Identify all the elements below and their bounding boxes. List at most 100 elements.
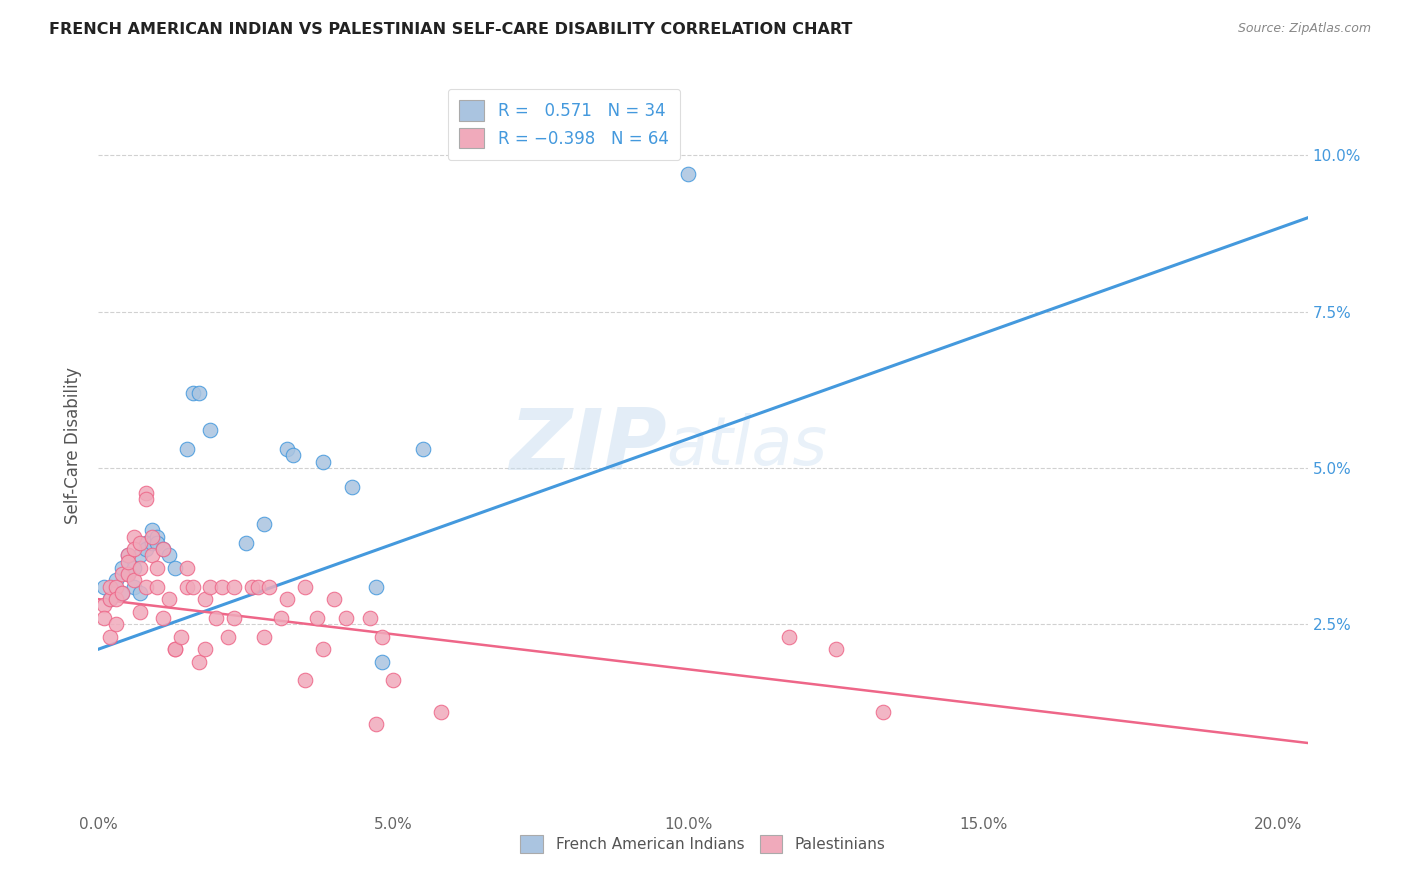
Point [128,605,150,619]
Point [93,580,115,594]
Point [141,549,163,563]
Point [259,580,281,594]
Point [412,442,434,457]
Point [311,642,333,657]
Point [111,586,134,600]
Point [93,599,115,613]
Point [105,580,128,594]
Point [135,486,157,500]
Point [176,580,198,594]
Point [117,549,139,563]
Point [872,705,894,719]
Point [152,611,174,625]
Point [122,574,145,588]
Point [364,580,387,594]
Point [105,592,128,607]
Point [200,580,222,594]
Point [276,442,298,457]
Point [778,630,800,644]
Point [194,642,217,657]
Point [122,530,145,544]
Point [117,567,139,582]
Point [165,561,187,575]
Point [222,611,245,625]
Point [135,580,157,594]
Point [128,549,150,563]
Point [111,586,134,600]
Point [252,630,274,644]
Point [117,549,139,563]
Point [152,542,174,557]
Point [240,580,263,594]
Point [194,592,217,607]
Point [311,455,333,469]
Point [429,705,451,719]
Point [222,580,245,594]
Point [135,542,157,557]
Point [111,567,134,582]
Point [170,630,193,644]
Point [246,580,269,594]
Point [176,442,198,457]
Point [181,385,204,400]
Text: atlas: atlas [666,413,828,479]
Point [117,567,139,582]
Point [128,536,150,550]
Point [187,655,209,669]
Point [211,580,233,594]
Point [176,561,198,575]
Point [678,167,700,181]
Point [235,536,257,550]
Point [146,561,169,575]
Point [187,385,209,400]
Point [157,592,180,607]
Point [305,611,328,625]
Point [217,630,239,644]
Text: Source: ZipAtlas.com: Source: ZipAtlas.com [1237,22,1371,36]
Point [157,549,180,563]
Point [141,530,163,544]
Point [364,717,387,731]
Point [122,542,145,557]
Point [141,524,163,538]
Point [122,561,145,575]
Point [276,592,298,607]
Y-axis label: Self-Care Disability: Self-Care Disability [65,368,83,524]
Point [141,536,163,550]
Point [128,586,150,600]
Point [135,536,157,550]
Point [146,580,169,594]
Point [335,611,357,625]
Point [200,423,222,437]
Point [382,673,405,688]
Text: ZIP: ZIP [509,404,666,488]
Legend: French American Indians, Palestinians: French American Indians, Palestinians [512,826,894,863]
Point [105,617,128,632]
Point [323,592,346,607]
Point [152,542,174,557]
Point [294,580,316,594]
Point [281,449,304,463]
Point [146,536,169,550]
Point [370,630,392,644]
Point [111,561,134,575]
Point [165,642,187,657]
Text: FRENCH AMERICAN INDIAN VS PALESTINIAN SELF-CARE DISABILITY CORRELATION CHART: FRENCH AMERICAN INDIAN VS PALESTINIAN SE… [49,22,852,37]
Point [270,611,292,625]
Point [117,555,139,569]
Point [340,480,363,494]
Point [181,580,204,594]
Point [252,517,274,532]
Point [98,592,121,607]
Point [98,592,121,607]
Point [165,642,187,657]
Point [370,655,392,669]
Point [98,580,121,594]
Point [93,611,115,625]
Point [205,611,228,625]
Point [128,561,150,575]
Point [824,642,846,657]
Point [359,611,381,625]
Point [98,630,121,644]
Point [135,492,157,507]
